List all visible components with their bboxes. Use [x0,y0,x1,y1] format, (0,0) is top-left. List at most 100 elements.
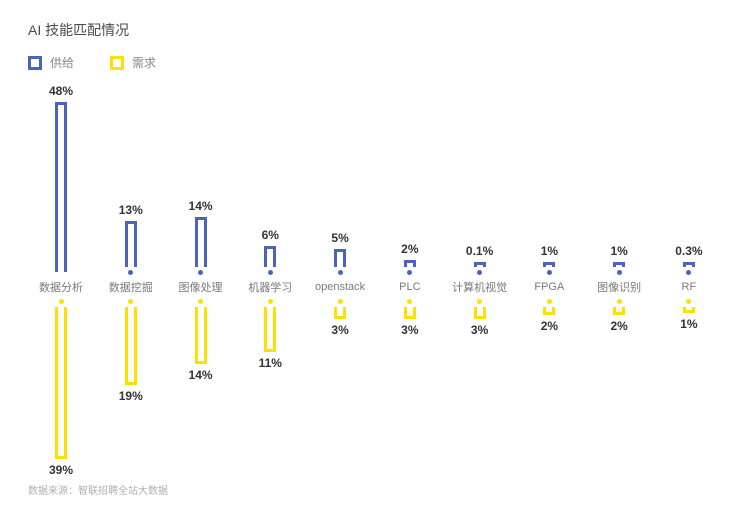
demand-section: 3% [449,297,511,477]
supply-section: 0.1% [449,87,511,277]
chart-column: 13% 数据挖掘 19% [100,87,162,477]
demand-dot-icon [477,299,482,304]
demand-dot-icon [268,299,273,304]
supply-value-label: 13% [119,203,143,217]
demand-bar [683,307,695,313]
demand-section: 2% [518,297,580,477]
supply-section: 0.3% [658,87,720,277]
demand-dot-icon [338,299,343,304]
demand-dot-icon [128,299,133,304]
demand-bar [543,307,555,315]
demand-section: 3% [309,297,371,477]
demand-value-label: 3% [401,323,418,337]
chart-column: 2%PLC 3% [379,87,441,477]
demand-section: 39% [30,297,92,477]
category-label: openstack [315,277,365,297]
chart-column: 48% 数据分析 39% [30,87,92,477]
legend-item-demand: 需求 [110,54,156,71]
supply-dot-icon [128,270,133,275]
supply-bar [683,262,695,267]
category-label: 数据分析 [39,277,83,297]
supply-bar [543,262,555,267]
supply-value-label: 14% [189,199,213,213]
demand-dot-icon [198,299,203,304]
legend-label-demand: 需求 [132,54,156,71]
demand-value-label: 3% [471,323,488,337]
legend-label-supply: 供给 [50,54,74,71]
supply-section: 14% [170,87,232,277]
demand-dot-icon [407,299,412,304]
supply-section: 48% [30,87,92,277]
supply-bar [474,262,486,267]
demand-section: 11% [239,297,301,477]
supply-bar [264,246,276,267]
demand-dot-icon [59,299,64,304]
demand-bar [474,307,486,319]
chart-column: 1% 图像识别 2% [588,87,650,477]
demand-bar [613,307,625,315]
chart-title: AI 技能匹配情况 [28,20,722,40]
demand-section: 14% [170,297,232,477]
legend: 供给 需求 [28,54,722,71]
chart-column: 0.1% 计算机视觉 3% [449,87,511,477]
supply-dot-icon [198,270,203,275]
supply-value-label: 0.1% [466,244,493,258]
supply-section: 13% [100,87,162,277]
demand-bar [334,307,346,319]
demand-section: 19% [100,297,162,477]
data-source-label: 数据来源：智联招聘全站大数据 [28,482,168,497]
demand-bar [55,307,67,459]
page: AI 技能匹配情况 供给 需求 48%数据分析39%13%数据挖掘19%14%图… [0,0,750,511]
chart-column: 6% 机器学习 11% [239,87,301,477]
supply-dot-icon [407,270,412,275]
demand-value-label: 11% [259,356,282,370]
supply-value-label: 1% [610,244,627,258]
category-label: 图像识别 [597,277,641,297]
supply-dot-icon [477,270,482,275]
supply-value-label: 6% [262,228,279,242]
demand-value-label: 1% [680,317,697,331]
supply-bar [404,260,416,267]
supply-dot-icon [338,270,343,275]
category-label: 数据挖掘 [109,277,153,297]
category-label: FPGA [534,277,564,297]
supply-section: 2% [379,87,441,277]
demand-value-label: 39% [49,463,73,477]
category-label: 机器学习 [248,277,292,297]
demand-value-label: 2% [610,319,627,333]
supply-section: 1% [588,87,650,277]
supply-dot-icon [268,270,273,275]
supply-bar [55,102,67,272]
supply-bar [125,221,137,267]
demand-dot-icon [686,299,691,304]
demand-bar [195,307,207,364]
chart-column: 5% openstack 3% [309,87,371,477]
demand-section: 2% [588,297,650,477]
supply-dot-icon [547,270,552,275]
legend-item-supply: 供给 [28,54,74,71]
supply-dot-icon [686,270,691,275]
demand-section: 3% [379,297,441,477]
chart-column: 14%图像处理14% [170,87,232,477]
chart-column: 0.3% RF 1% [658,87,720,477]
supply-dot-icon [617,270,622,275]
supply-section: 5% [309,87,371,277]
legend-swatch-demand [110,56,124,70]
legend-swatch-supply [28,56,42,70]
demand-dot-icon [617,299,622,304]
supply-value-label: 0.3% [675,244,702,258]
supply-value-label: 5% [331,231,348,245]
category-label: RF [682,277,697,297]
chart-area: 48% 数据分析 39% 13% 数据挖掘 19% 14%图像处理14% 6% 机器学习 11% 5… [28,87,722,477]
demand-value-label: 3% [331,323,348,337]
demand-dot-icon [547,299,552,304]
supply-value-label: 1% [541,244,558,258]
category-label: 计算机视觉 [452,277,507,297]
supply-value-label: 48% [49,84,73,98]
supply-section: 6% [239,87,301,277]
demand-bar [264,307,276,352]
chart-column: 1% FPGA2% [518,87,580,477]
demand-bar [404,307,416,319]
demand-value-label: 19% [119,389,143,403]
category-label: PLC [399,277,420,297]
